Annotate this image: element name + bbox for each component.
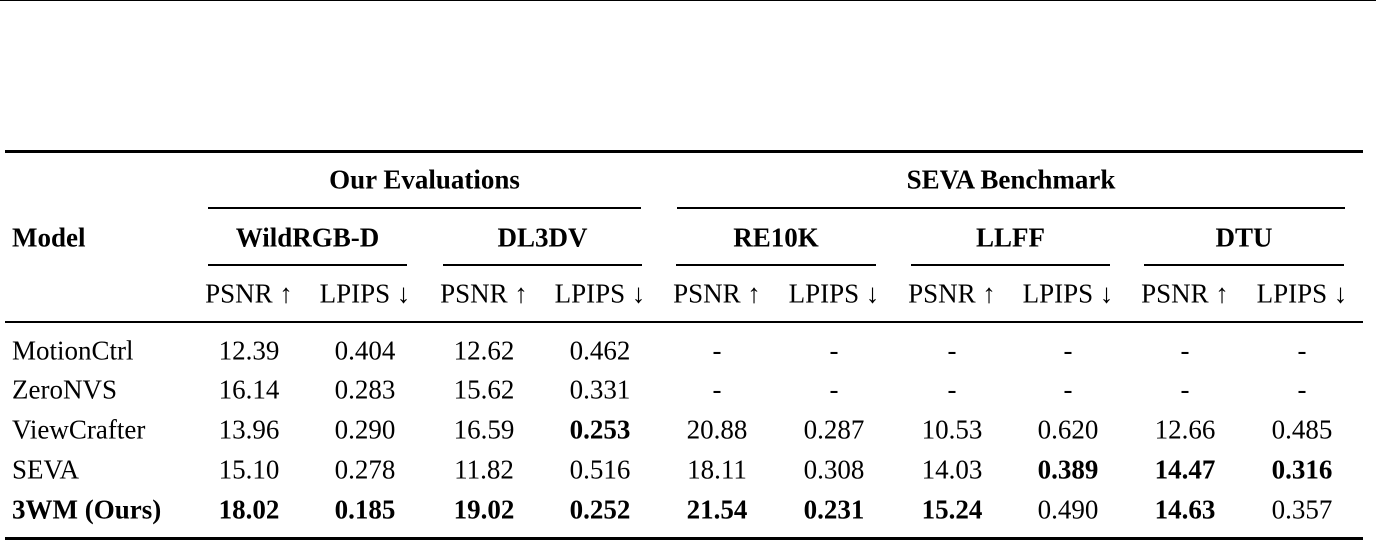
cell: 18.11 <box>687 454 747 485</box>
page-rule <box>0 0 1376 1</box>
group-rule <box>208 207 641 209</box>
dataset-header: RE10K <box>733 222 819 253</box>
model-name: SEVA <box>12 454 80 485</box>
cell: 0.462 <box>569 335 631 366</box>
cell: 0.290 <box>334 414 396 445</box>
metric-header: LPIPS ↓ <box>319 278 411 309</box>
dataset-rule <box>676 264 876 266</box>
cell: 0.357 <box>1271 494 1333 525</box>
mid-rule <box>5 321 1363 323</box>
cell: 0.185 <box>334 494 396 525</box>
cell: 18.02 <box>218 494 280 525</box>
cell: 0.620 <box>1037 414 1099 445</box>
cell: - <box>829 374 839 405</box>
cell: 10.53 <box>921 414 983 445</box>
metric-header: PSNR ↑ <box>205 278 293 309</box>
cell: 0.516 <box>569 454 631 485</box>
dataset-header: DTU <box>1215 222 1273 253</box>
dataset-rule <box>208 264 407 266</box>
model-name: 3WM (Ours) <box>12 494 162 525</box>
cell: 14.47 <box>1154 454 1216 485</box>
group-header: Our Evaluations <box>329 164 520 195</box>
cell: 11.82 <box>454 454 514 485</box>
cell: 0.283 <box>334 374 396 405</box>
cell: - <box>947 335 957 366</box>
dataset-header: WildRGB-D <box>235 222 380 253</box>
metric-header: PSNR ↑ <box>673 278 761 309</box>
group-header: SEVA Benchmark <box>906 164 1116 195</box>
cell: 0.490 <box>1037 494 1099 525</box>
metric-header: PSNR ↑ <box>908 278 996 309</box>
metric-header: LPIPS ↓ <box>1256 278 1348 309</box>
bottom-rule <box>5 537 1363 540</box>
model-name: ViewCrafter <box>12 414 146 445</box>
cell: 16.14 <box>218 374 280 405</box>
cell: 0.231 <box>803 494 865 525</box>
cell: 0.253 <box>569 414 631 445</box>
cell: 15.62 <box>453 374 515 405</box>
dataset-header: LLFF <box>975 222 1046 253</box>
cell: - <box>712 335 722 366</box>
dataset-header: DL3DV <box>497 222 588 253</box>
cell: - <box>1063 335 1073 366</box>
cell: 12.66 <box>1154 414 1216 445</box>
cell: 14.03 <box>921 454 983 485</box>
cell: - <box>829 335 839 366</box>
cell: 0.278 <box>334 454 396 485</box>
cell: 20.88 <box>686 414 748 445</box>
cell: 13.96 <box>218 414 280 445</box>
cell: 15.10 <box>218 454 280 485</box>
metric-header: LPIPS ↓ <box>788 278 880 309</box>
cell: - <box>1063 374 1073 405</box>
cell: - <box>1180 335 1190 366</box>
dataset-rule <box>443 264 642 266</box>
cell: - <box>1180 374 1190 405</box>
metric-header: PSNR ↑ <box>440 278 528 309</box>
metric-header: LPIPS ↓ <box>554 278 646 309</box>
cell: 0.331 <box>569 374 631 405</box>
cell: 21.54 <box>686 494 748 525</box>
cell: 0.389 <box>1037 454 1099 485</box>
group-rule <box>677 207 1345 209</box>
cell: 0.404 <box>334 335 396 366</box>
cell: 0.308 <box>803 454 865 485</box>
cell: - <box>712 374 722 405</box>
cell: 12.39 <box>218 335 280 366</box>
cell: - <box>947 374 957 405</box>
metric-header: LPIPS ↓ <box>1022 278 1114 309</box>
model-name: ZeroNVS <box>12 374 117 405</box>
model-name: MotionCtrl <box>12 335 134 366</box>
model-header: Model <box>12 222 86 253</box>
cell: 0.316 <box>1271 454 1333 485</box>
cell: - <box>1297 374 1307 405</box>
dataset-rule <box>1144 264 1344 266</box>
cell: 16.59 <box>453 414 515 445</box>
cell: - <box>1297 335 1307 366</box>
cell: 0.485 <box>1271 414 1333 445</box>
cell: 19.02 <box>453 494 515 525</box>
cell: 12.62 <box>453 335 515 366</box>
cell: 15.24 <box>921 494 983 525</box>
dataset-rule <box>911 264 1110 266</box>
cell: 14.63 <box>1154 494 1216 525</box>
cell: 0.252 <box>569 494 631 525</box>
metric-header: PSNR ↑ <box>1141 278 1229 309</box>
top-rule <box>5 150 1363 153</box>
cell: 0.287 <box>803 414 865 445</box>
